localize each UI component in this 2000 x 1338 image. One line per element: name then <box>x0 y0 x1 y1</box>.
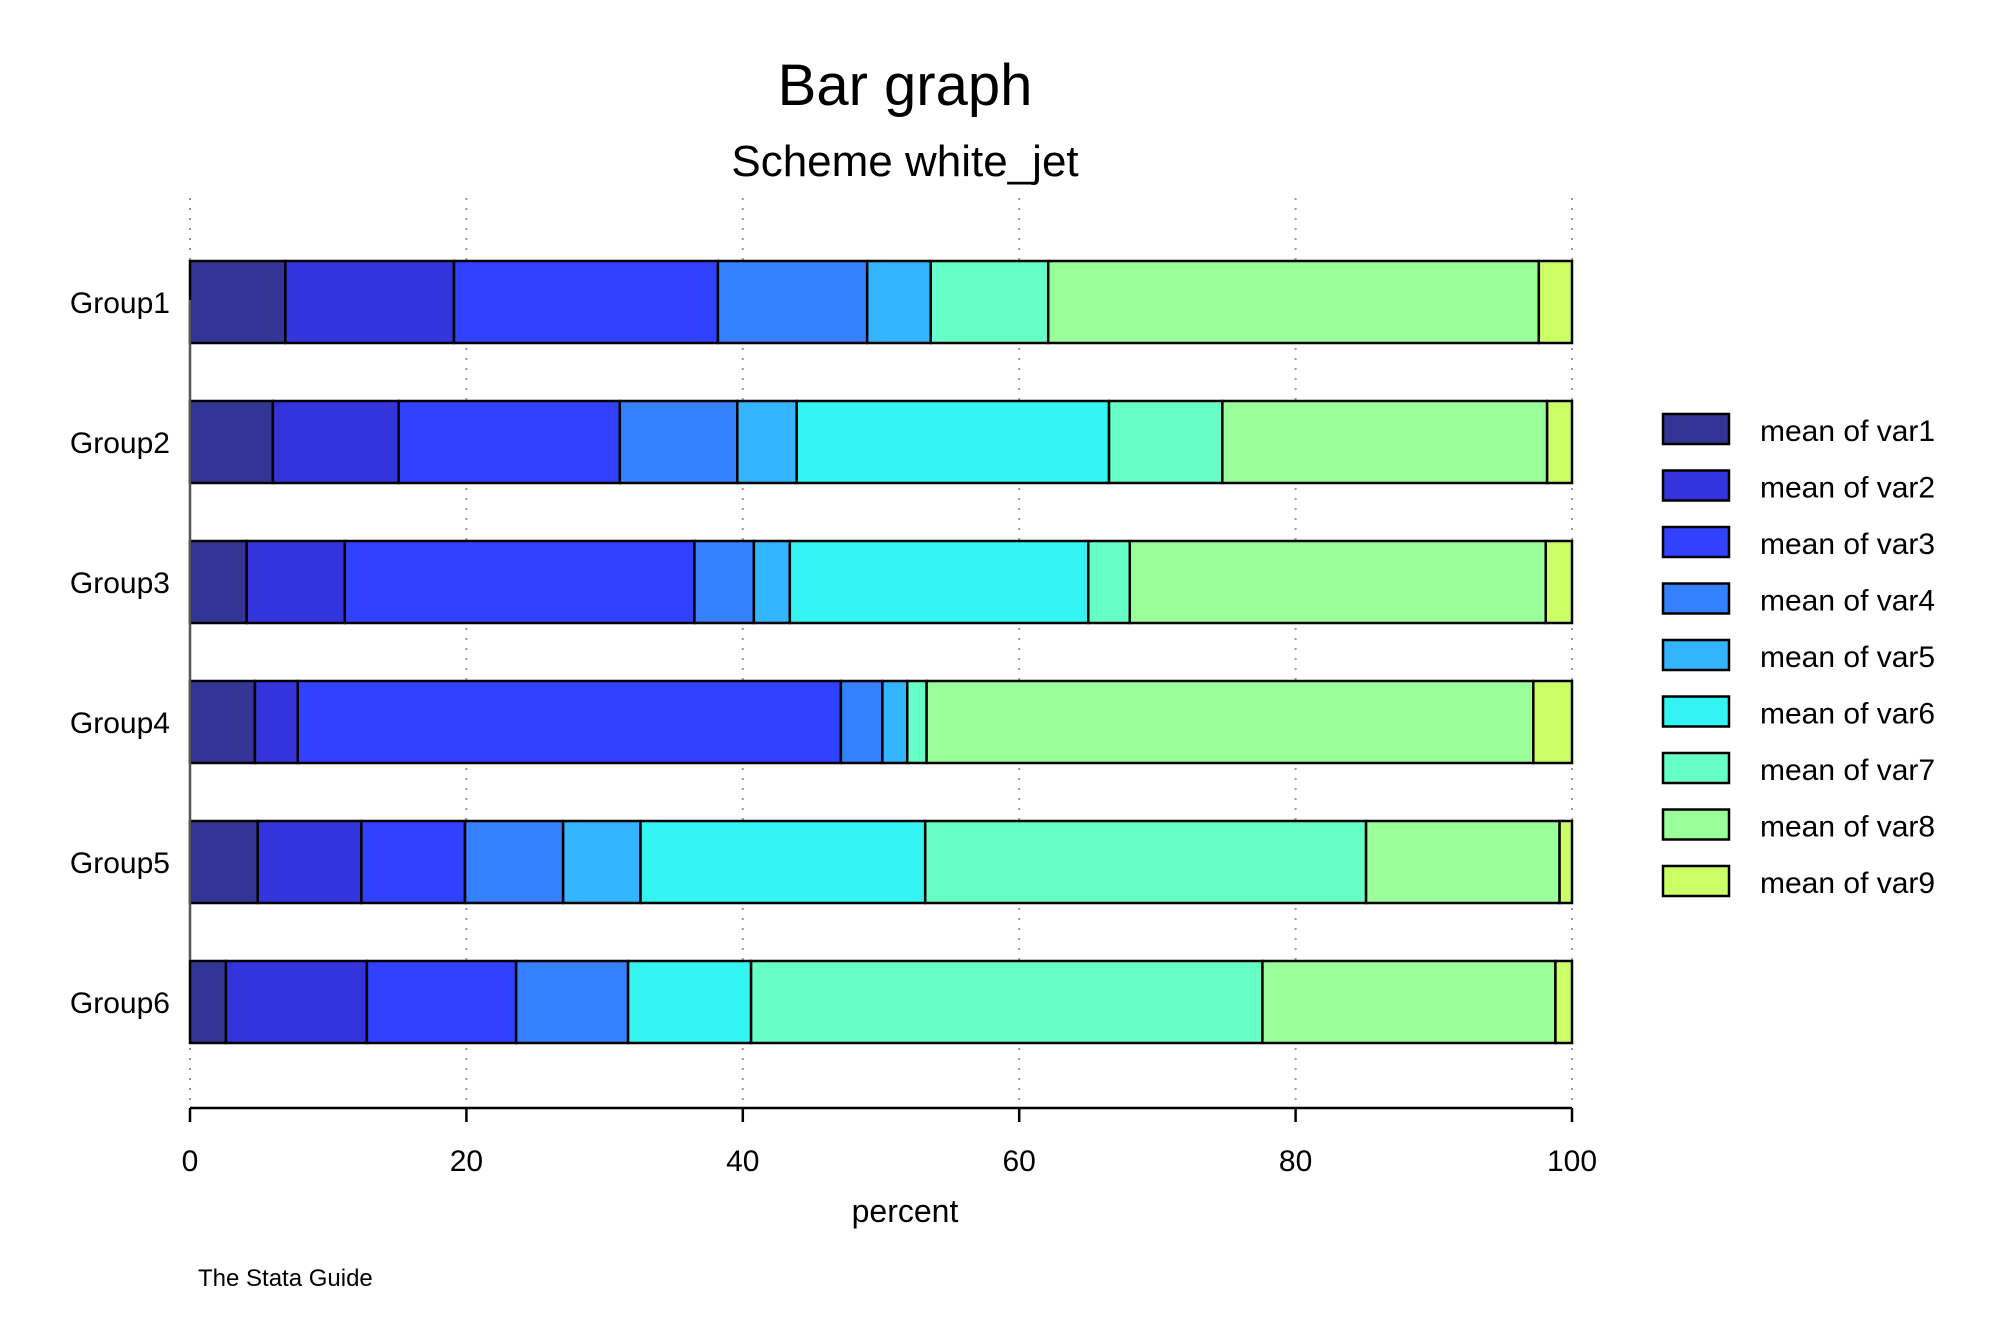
bar-segment-group3-var2 <box>245 539 347 625</box>
bar-segment-group3-var4 <box>693 539 756 625</box>
bar-segment-group1-var7 <box>929 259 1050 345</box>
x-tick-label-2: 40 <box>726 1145 759 1178</box>
bar-segment-group3-var5 <box>752 539 792 625</box>
bar-segment-group6-var8 <box>1261 959 1557 1045</box>
category-label-group5: Group5 <box>70 847 170 880</box>
bar-segment-group2-var4 <box>618 399 739 485</box>
bar-segment-group6-var4 <box>514 959 630 1045</box>
bar-segment-group4-var9 <box>1532 679 1574 765</box>
bars <box>188 259 1574 1045</box>
bar-segment-group1-var9 <box>1537 259 1574 345</box>
legend-label-var8: mean of var8 <box>1760 811 1935 844</box>
bar-segment-group2-var2 <box>271 399 400 485</box>
chart-title: Bar graph <box>778 53 1033 118</box>
legend: mean of var1 mean of var2 mean of var3 mean… <box>1661 412 1935 900</box>
bar-segment-group6-var6 <box>626 959 753 1045</box>
bar-segment-group2-var1 <box>188 399 275 485</box>
bar-segment-group4-var8 <box>925 679 1535 765</box>
bar-segment-group3-var8 <box>1128 539 1547 625</box>
bar-segment-group5-var8 <box>1364 819 1561 905</box>
bar-segment-group5-var7 <box>923 819 1368 905</box>
bar-segment-group5-var5 <box>561 819 642 905</box>
bar-segment-group5-var6 <box>639 819 927 905</box>
bar-segment-group6-var1 <box>188 959 228 1045</box>
x-tick-label-5: 100 <box>1547 1145 1597 1178</box>
bar-segment-group3-var7 <box>1087 539 1132 625</box>
legend-label-var1: mean of var1 <box>1760 415 1935 448</box>
bar-segment-group4-var5 <box>881 679 909 765</box>
bar-segment-group6-var7 <box>749 959 1264 1045</box>
bar-segment-group4-var1 <box>188 679 257 765</box>
category-label-group6: Group6 <box>70 987 170 1020</box>
bar-segment-group4-var3 <box>296 679 843 765</box>
category-label-group4: Group4 <box>70 707 170 740</box>
bar-segment-group1-var5 <box>865 259 933 345</box>
bar-segment-group2-var7 <box>1107 399 1224 485</box>
bar-segment-group4-var2 <box>253 679 300 765</box>
legend-label-var7: mean of var7 <box>1760 754 1935 787</box>
bar-segment-group5-var4 <box>463 819 565 905</box>
bar-segment-group4-var7 <box>906 679 928 765</box>
bar-segment-group2-var5 <box>736 399 798 485</box>
legend-swatch-var6 <box>1661 695 1731 728</box>
legend-label-var2: mean of var2 <box>1760 472 1935 505</box>
legend-swatch-var8 <box>1661 808 1731 841</box>
bar-segment-group2-var9 <box>1545 399 1574 485</box>
bar-segment-group5-var3 <box>360 819 467 905</box>
legend-swatch-var1 <box>1661 412 1731 446</box>
chart-note: The Stata Guide <box>198 1265 373 1292</box>
legend-swatch-var5 <box>1661 638 1731 672</box>
bar-segment-group6-var9 <box>1554 959 1574 1045</box>
legend-swatch-var9 <box>1661 864 1731 898</box>
category-label-group1: Group1 <box>70 287 170 320</box>
x-tick-label-3: 60 <box>1003 1145 1036 1178</box>
bar-segment-group3-var6 <box>788 539 1090 625</box>
bar-segment-group5-var2 <box>256 819 363 905</box>
legend-label-var6: mean of var6 <box>1760 698 1935 731</box>
bar-segment-group5-var9 <box>1558 819 1574 905</box>
bar-segment-group2-var8 <box>1221 399 1549 485</box>
chart-subtitle: Scheme white_jet <box>731 137 1078 186</box>
x-tick-label-0: 0 <box>182 1145 199 1178</box>
x-axis: 0 20 40 60 80 100 <box>182 1106 1597 1178</box>
category-label-group3: Group3 <box>70 567 170 600</box>
bar-segment-group1-var1 <box>188 259 287 345</box>
y-axis: Group1 Group2 Group3 Group4 Group5 Group6 <box>70 287 192 1020</box>
bar-segment-group2-var6 <box>795 399 1111 485</box>
bar-segment-group1-var3 <box>452 259 720 345</box>
bar-segment-group6-var3 <box>365 959 518 1045</box>
legend-label-var4: mean of var4 <box>1760 585 1935 618</box>
legend-swatch-var2 <box>1661 469 1731 502</box>
bar-segment-group3-var3 <box>343 539 696 625</box>
x-axis-label: percent <box>852 1193 959 1229</box>
legend-label-var9: mean of var9 <box>1760 867 1935 900</box>
x-tick-label-4: 80 <box>1279 1145 1312 1178</box>
legend-swatch-var4 <box>1661 582 1731 615</box>
bar-segment-group1-var4 <box>716 259 869 345</box>
bar-segment-group2-var3 <box>397 399 622 485</box>
bar-segment-group1-var2 <box>284 259 456 345</box>
legend-label-var3: mean of var3 <box>1760 528 1935 561</box>
legend-swatch-var3 <box>1661 525 1731 559</box>
category-label-group2: Group2 <box>70 427 170 460</box>
bar-segment-group3-var9 <box>1544 539 1574 625</box>
x-tick-label-1: 20 <box>450 1145 483 1178</box>
bar-segment-group6-var2 <box>224 959 369 1045</box>
bar-segment-group4-var4 <box>839 679 884 765</box>
bar-segment-group1-var8 <box>1046 259 1541 345</box>
legend-label-var5: mean of var5 <box>1760 641 1935 674</box>
bar-segment-group3-var1 <box>188 539 248 625</box>
legend-swatch-var7 <box>1661 751 1731 785</box>
bar-segment-group5-var1 <box>188 819 259 905</box>
